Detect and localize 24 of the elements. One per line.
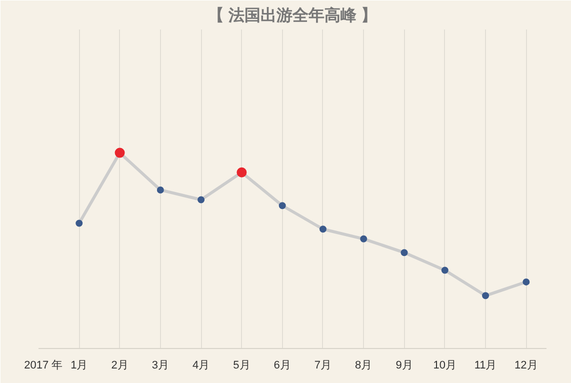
x-tick-label: 4月 (192, 360, 210, 372)
point (360, 235, 368, 242)
x-tick-label: 12月 (514, 360, 538, 372)
point (278, 202, 286, 210)
x-tick-label: 11月 (474, 360, 497, 372)
point (441, 266, 448, 274)
point (522, 278, 530, 286)
x-tick-label: 7月 (314, 360, 332, 372)
text: 2017 年 (24, 360, 63, 372)
point (482, 292, 490, 300)
point (76, 220, 83, 227)
x-tick-label: 9月 (396, 360, 413, 372)
chart-title: 【 法国出游全年高峰 】 (208, 6, 377, 24)
x-tick-label: 5月 (233, 360, 250, 372)
x-tick-label: 8月 (355, 360, 372, 372)
x-tick-label: 2月 (111, 360, 128, 372)
x-tick-label: 1月 (70, 360, 88, 372)
x-tick-label: 3月 (152, 360, 169, 372)
point (400, 249, 408, 256)
x-tick-label: 10月 (433, 360, 457, 372)
x-tick-label: 6月 (274, 360, 291, 372)
point (156, 186, 164, 194)
point (319, 226, 326, 233)
point (198, 196, 205, 204)
